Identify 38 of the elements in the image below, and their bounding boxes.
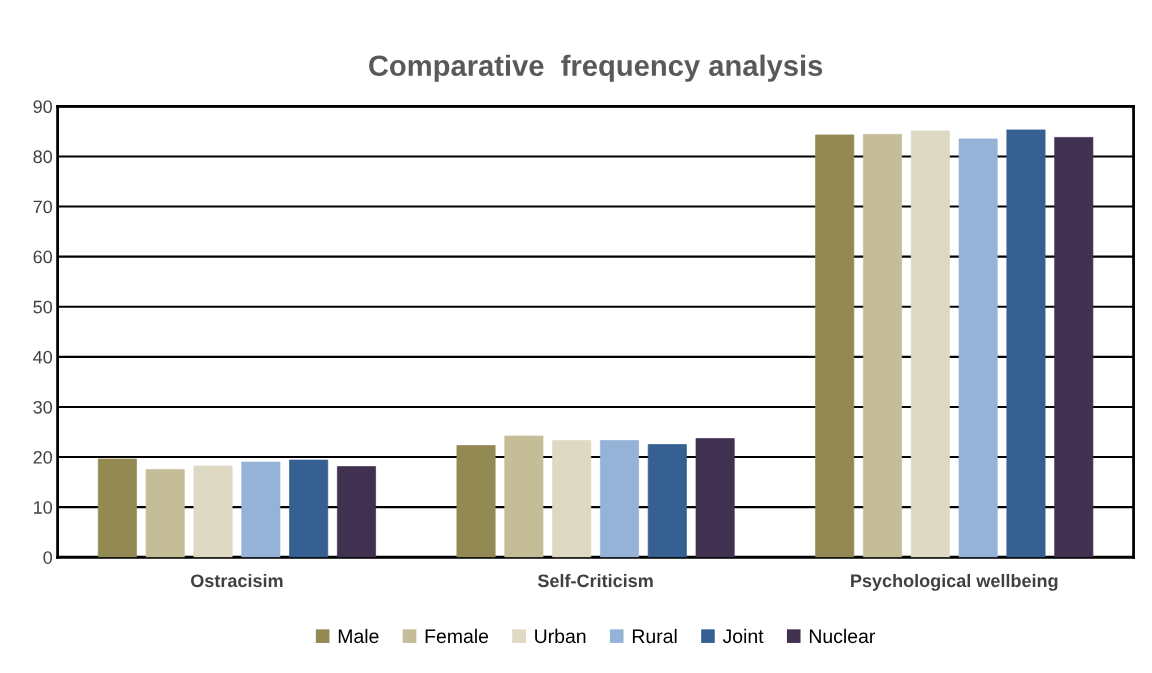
y-tick-label: 0 <box>43 551 53 564</box>
legend-label: Urban <box>535 628 586 644</box>
y-tick-label: 70 <box>33 200 53 214</box>
x-tick-label: Self-Criticism <box>537 573 653 588</box>
bar <box>958 138 998 558</box>
legend-label: Joint <box>722 628 764 644</box>
x-tick-label: Psychological wellbeing <box>851 573 1058 591</box>
y-tick-label: 80 <box>33 150 53 164</box>
bar <box>289 459 329 558</box>
legend-label: Nuclear <box>809 628 875 644</box>
y-tick-label: 40 <box>33 350 53 364</box>
bar <box>863 134 902 558</box>
bar <box>552 440 592 558</box>
legend-label: Rural <box>632 628 677 644</box>
bar <box>97 458 137 558</box>
bar <box>910 130 950 558</box>
bar <box>815 134 855 558</box>
bar <box>337 466 376 558</box>
bar <box>145 469 185 558</box>
bar <box>241 461 281 558</box>
bar <box>695 438 735 558</box>
legend-label: Female <box>425 628 489 644</box>
bar <box>1054 137 1094 558</box>
bar <box>600 440 639 558</box>
y-tick-label: 90 <box>33 100 53 114</box>
bar <box>193 465 233 558</box>
y-tick-label: 60 <box>33 250 53 264</box>
bar <box>647 444 687 558</box>
bar <box>456 445 496 558</box>
x-tick-label: Ostracisim <box>191 573 283 588</box>
bar <box>1006 129 1046 558</box>
chart-title: Comparative frequency analysis <box>369 54 823 82</box>
legend-label: Male <box>338 628 379 644</box>
y-tick-label: 20 <box>33 450 53 464</box>
bar <box>504 435 544 558</box>
y-tick-label: 30 <box>33 400 53 414</box>
y-tick-label: 10 <box>34 501 53 514</box>
y-tick-label: 50 <box>33 300 53 314</box>
